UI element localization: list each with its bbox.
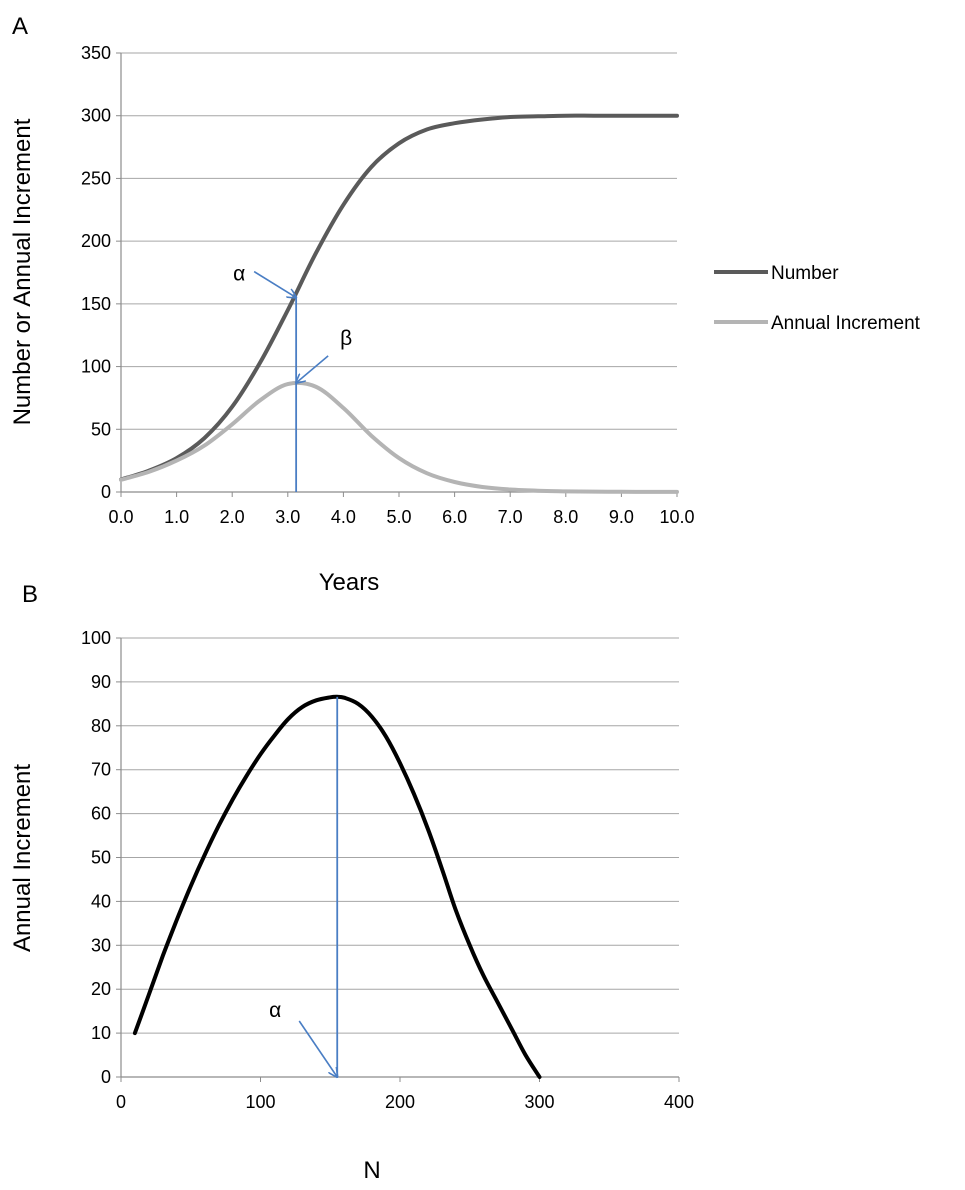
y-tick-label-100: 100 [81,628,111,648]
y-tick-label-40: 40 [91,891,111,911]
chart-b-gridlines [120,637,679,1078]
x-tick-label-400: 400 [664,1092,694,1112]
x-tick-label-6-0: 6.0 [442,507,467,527]
chart-a-y-axis-title: Number or Annual Increment [9,118,36,425]
legend-label-number: Number [771,263,839,284]
y-tick-label-0: 0 [101,482,111,502]
x-tick-label-0-0: 0.0 [108,507,133,527]
annotation-arrow-0 [253,270,296,298]
chart-b-y-ticks: 0 10 20 30 40 50 60 70 80 90 100 [81,628,121,1087]
chart-b: 0 10 20 30 40 50 60 70 80 90 100 0 100 200 300 400 α N… [9,628,694,1184]
x-tick-label-100: 100 [245,1092,275,1112]
x-tick-label-1-0: 1.0 [164,507,189,527]
chart-a-x-axis-title: Years [319,569,380,596]
panel-a-label: A [12,13,28,40]
chart-b-y-axis-title: Annual Increment [9,764,36,952]
chart-b-x-ticks: 0 100 200 300 400 [116,1077,694,1112]
y-tick-label-100: 100 [81,357,111,377]
y-tick-label-20: 20 [91,979,111,999]
annotation-arrow-1 [296,355,329,383]
x-tick-label-4-0: 4.0 [331,507,356,527]
x-tick-label-2-0: 2.0 [220,507,245,527]
x-tick-label-0: 0 [116,1092,126,1112]
x-tick-label-10-0: 10.0 [659,507,694,527]
annotation-label-0: α [233,263,245,286]
series-line-curve-0 [132,694,542,1079]
chart-a-x-ticks: 0.0 1.0 2.0 3.0 4.0 5.0 6.0 7.0 8.0 9.0 10.0 [108,492,695,527]
chart-a: 0 50 100 150 200 250 300 350 0.0 1.0 2.0 3.0 4.0 5.0… [9,43,921,596]
chart-b-annotations: α [269,696,337,1077]
y-tick-label-30: 30 [91,935,111,955]
panel-b-label: B [22,581,38,608]
y-tick-label-200: 200 [81,231,111,251]
y-tick-label-10: 10 [91,1023,111,1043]
x-tick-label-300: 300 [524,1092,554,1112]
x-tick-label-7-0: 7.0 [498,507,523,527]
y-tick-label-350: 350 [81,43,111,63]
chart-b-series [132,694,542,1079]
chart-a-legend: Number Annual Increment [714,263,921,334]
x-tick-label-8-0: 8.0 [553,507,578,527]
chart-b-x-axis-title: N [363,1157,380,1184]
y-tick-label-70: 70 [91,760,111,780]
series-line-number [119,113,679,482]
y-tick-label-0: 0 [101,1067,111,1087]
y-tick-label-150: 150 [81,294,111,314]
y-tick-label-300: 300 [81,106,111,126]
annotation-label-0: α [269,999,281,1022]
x-tick-label-9-0: 9.0 [609,507,634,527]
legend-label-annual-increment: Annual Increment [771,313,921,334]
series-line-annual-increment [119,380,679,494]
chart-a-y-ticks: 0 50 100 150 200 250 300 350 [81,43,121,502]
y-tick-label-90: 90 [91,672,111,692]
y-tick-label-60: 60 [91,804,111,824]
chart-a-annotations: αβ [233,263,352,492]
x-tick-label-3-0: 3.0 [275,507,300,527]
y-tick-label-50: 50 [91,848,111,868]
y-tick-label-50: 50 [91,419,111,439]
x-tick-label-5-0: 5.0 [386,507,411,527]
annotation-label-1: β [340,327,352,350]
annotation-arrow-0 [298,1020,337,1077]
x-tick-label-200: 200 [385,1092,415,1112]
chart-a-series [119,113,679,494]
y-tick-label-80: 80 [91,716,111,736]
chart-a-gridlines [120,52,677,493]
y-tick-label-250: 250 [81,168,111,188]
